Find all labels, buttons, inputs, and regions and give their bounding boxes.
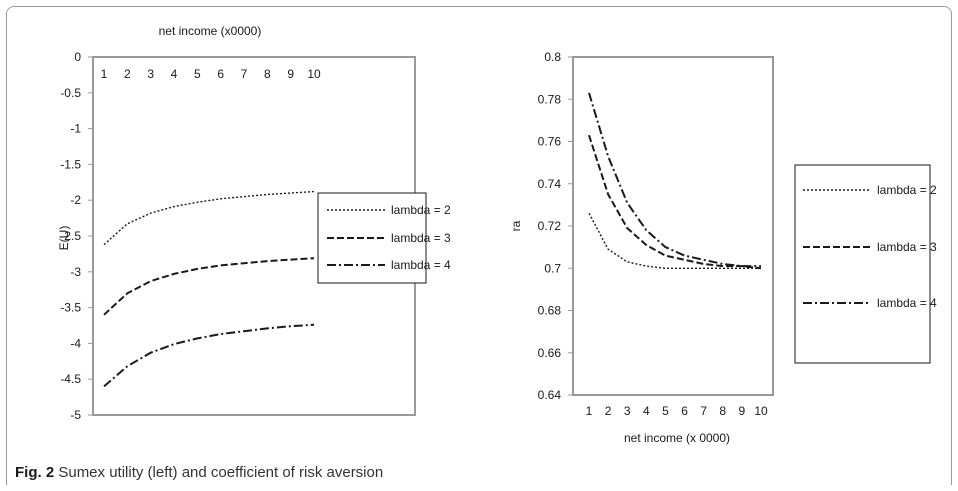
left-x-tick-label: 3 [147,67,154,81]
left-y-axis-title: E(U) [57,226,71,251]
left-series-line-2 [103,257,315,316]
left-x-tick-label: 9 [287,67,294,81]
left-x-tick-label: 5 [194,67,201,81]
left-legend-label-2: lambda = 3 [391,231,451,245]
left-legend-label-1: lambda = 2 [391,203,451,217]
right-y-tick-label: 0.66 [538,346,562,360]
right-x-tick-label: 10 [754,404,768,418]
right-x-tick-label: 7 [700,404,707,418]
right-y-tick-label: 0.64 [538,388,562,402]
left-legend-label-3: lambda = 4 [391,258,451,272]
left-x-tick-label: 1 [101,67,108,81]
chart-right: net income (x 0000) ra 0.80.780.760.740.… [509,50,937,445]
left-x-tick-label: 10 [307,67,321,81]
right-x-tick-label: 3 [624,404,631,418]
left-x-tick-label: 8 [264,67,271,81]
left-series-line-3 [103,323,315,388]
left-y-tick-label: -2 [70,193,81,207]
left-y-tick-label: -4 [70,336,81,350]
figure-caption-text: Sumex utility (left) and coefficient of … [58,464,384,481]
left-y-tick-label: -0.5 [60,86,81,100]
left-x-tick-label: 4 [171,67,178,81]
right-y-tick-label: 0.7 [544,261,561,275]
right-y-tick-label: 0.76 [538,135,562,149]
right-series-line-3 [588,92,761,268]
right-x-tick-label: 9 [739,404,746,418]
right-legend-box [794,164,931,364]
right-y-tick-label: 0.68 [538,304,562,318]
right-y-tick-label: 0.74 [538,177,562,191]
left-y-tick-label: 0 [74,50,81,64]
right-legend-label-1: lambda = 2 [877,183,937,197]
left-y-tick-label: -5 [70,408,81,422]
right-legend-label-2: lambda = 3 [877,240,937,254]
right-y-tick-label: 0.72 [538,219,562,233]
figure-caption-label: Fig. 2 [15,464,55,481]
right-x-tick-label: 5 [662,404,669,418]
right-y-tick-label: 0.78 [538,92,562,106]
left-y-tick-label: -4.5 [60,372,81,386]
right-y-axis-title: ra [509,220,523,231]
right-x-tick-label: 6 [681,404,688,418]
right-series-line-1 [588,212,761,269]
left-series-line-1 [103,190,315,246]
left-x-axis-title: net income (x0000) [159,24,262,38]
left-y-tick-label: -1.5 [60,157,81,171]
right-plot-area [572,56,774,396]
right-x-tick-label: 4 [643,404,650,418]
figure-caption: Fig. 2 Sumex utility (left) and coeffici… [15,464,383,481]
left-y-tick-label: -3.5 [60,301,81,315]
left-y-tick-label: -2.5 [60,229,81,243]
left-y-tick-label: -1 [70,122,81,136]
right-x-tick-label: 8 [719,404,726,418]
right-x-axis-title: net income (x 0000) [624,431,730,445]
left-x-tick-label: 2 [124,67,131,81]
right-series-line-2 [588,134,762,270]
left-x-tick-label: 6 [217,67,224,81]
right-x-tick-label: 2 [605,404,612,418]
right-x-tick-label: 1 [586,404,593,418]
chart-left: net income (x0000) E(U) 0 -0.5 -1 -1.5 -2 -2.… [57,24,451,422]
right-y-tick-label: 0.8 [544,50,561,64]
left-x-tick-label: 7 [241,67,248,81]
figure-frame [6,6,952,485]
left-y-tick-label: -3 [70,265,81,279]
right-legend-label-3: lambda = 4 [877,296,937,310]
